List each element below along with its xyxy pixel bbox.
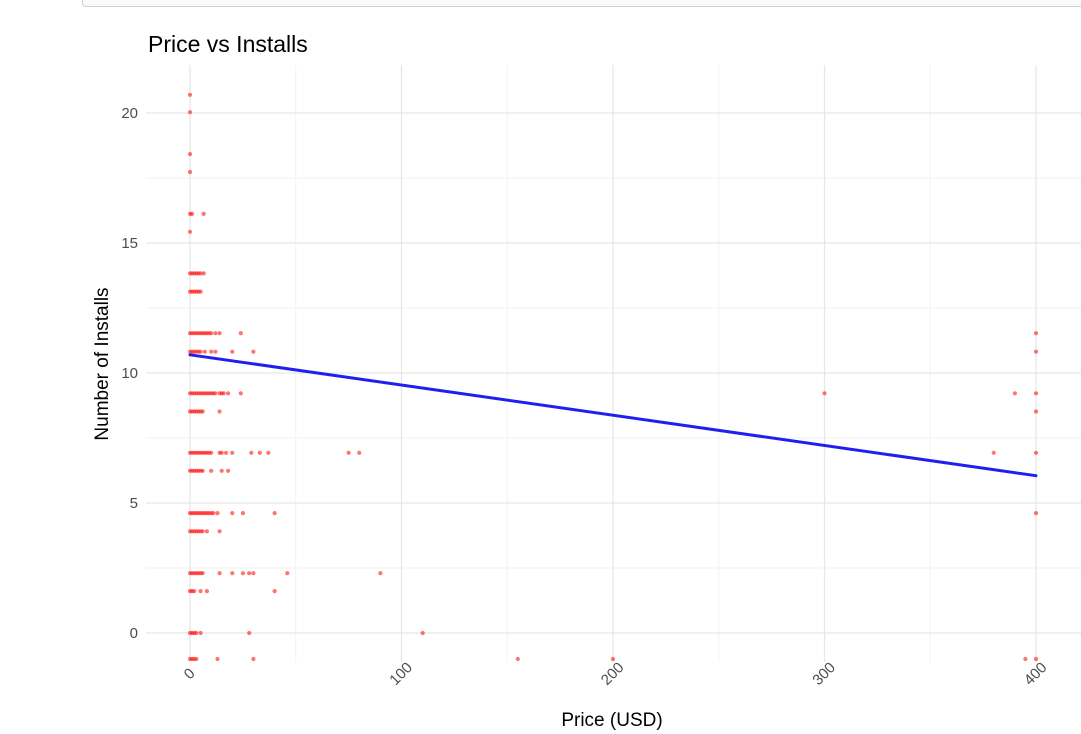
data-point	[1033, 331, 1039, 336]
data-point	[187, 229, 193, 234]
chart-title: Price vs Installs	[148, 31, 308, 57]
data-point	[378, 571, 383, 576]
data-point	[1033, 510, 1039, 516]
data-point	[247, 571, 252, 576]
data-point	[192, 589, 197, 594]
data-point	[1033, 656, 1039, 662]
data-point	[357, 450, 362, 455]
data-point	[217, 409, 222, 414]
data-point	[240, 510, 245, 516]
data-point	[209, 349, 214, 354]
data-point	[266, 450, 271, 455]
data-point	[200, 571, 205, 576]
x-tick-label: 0	[181, 665, 199, 683]
data-point	[209, 450, 214, 455]
data-point	[215, 510, 220, 516]
data-point	[219, 450, 224, 455]
data-point	[251, 656, 256, 662]
data-point	[249, 450, 254, 455]
data-point	[346, 450, 351, 455]
data-point	[198, 589, 203, 594]
data-point	[201, 271, 206, 276]
x-tick-label: 300	[809, 659, 839, 689]
data-point	[285, 571, 290, 576]
y-tick-label: 20	[121, 105, 138, 122]
data-point	[187, 169, 193, 175]
data-point	[515, 656, 520, 662]
data-point	[213, 391, 218, 396]
data-point	[251, 571, 256, 576]
data-point	[190, 211, 195, 216]
data-point	[200, 529, 205, 534]
data-point	[213, 349, 218, 354]
data-point	[1033, 391, 1039, 396]
y-tick-label: 10	[121, 365, 138, 382]
data-point	[194, 656, 199, 662]
data-point	[240, 571, 245, 576]
data-point	[1033, 349, 1039, 354]
data-point	[238, 391, 243, 396]
data-point	[247, 630, 252, 636]
data-point	[209, 468, 214, 473]
data-point	[822, 391, 827, 396]
data-point	[272, 510, 277, 516]
data-point	[217, 331, 222, 336]
x-tick-label: 200	[598, 659, 628, 689]
data-point	[209, 331, 214, 336]
x-axis-title: Price (USD)	[561, 710, 662, 731]
data-point	[230, 571, 235, 576]
data-point	[238, 331, 243, 336]
data-point	[200, 468, 205, 473]
data-point	[198, 349, 203, 354]
data-point	[187, 92, 193, 97]
trend-line-layer	[188, 353, 1038, 478]
x-tick-label: 400	[1021, 659, 1051, 689]
data-point	[204, 529, 209, 534]
data-point	[200, 409, 205, 414]
y-tick-label: 5	[130, 495, 138, 512]
data-point	[1033, 409, 1039, 414]
data-point	[1012, 391, 1018, 396]
data-point	[201, 211, 206, 216]
data-point	[226, 468, 231, 473]
data-point	[198, 630, 203, 636]
data-point	[251, 349, 256, 354]
data-points	[187, 92, 1039, 662]
data-point	[217, 571, 222, 576]
data-point	[1023, 656, 1028, 662]
data-point	[991, 450, 996, 455]
data-point	[204, 589, 209, 594]
data-point	[420, 630, 425, 636]
data-point	[610, 656, 616, 662]
data-point	[198, 271, 203, 276]
y-tick-label: 0	[130, 625, 138, 642]
data-point	[187, 110, 193, 115]
data-point	[230, 510, 235, 516]
data-point	[230, 349, 235, 354]
data-point	[198, 289, 203, 294]
grid	[146, 65, 1081, 662]
data-point	[230, 450, 235, 455]
window-top-bar	[82, 0, 1081, 7]
data-point	[202, 349, 207, 354]
data-point	[226, 391, 231, 396]
data-point	[211, 510, 216, 516]
data-point	[215, 656, 220, 662]
data-point	[217, 529, 222, 534]
data-point	[272, 589, 277, 594]
data-point	[213, 331, 218, 336]
data-point	[221, 391, 226, 396]
y-tick-label: 15	[121, 235, 138, 252]
y-axis-title: Number of Installs	[92, 287, 113, 440]
data-point	[257, 450, 262, 455]
x-tick-label: 100	[386, 659, 416, 689]
data-point	[187, 152, 193, 157]
data-point	[223, 450, 229, 455]
data-point	[194, 630, 199, 636]
data-point	[1033, 450, 1039, 455]
data-point	[219, 468, 224, 473]
trend-line	[188, 353, 1038, 478]
